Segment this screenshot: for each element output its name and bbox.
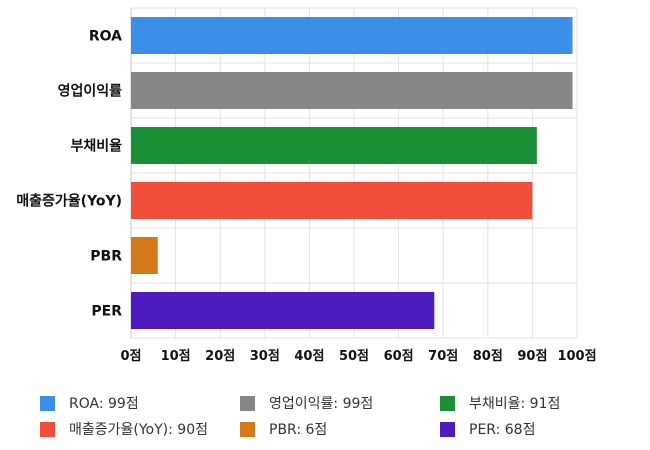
x-tick-label: 70점 [428, 349, 458, 364]
legend-label-per: PER: 68점 [469, 422, 536, 438]
legend-label-operating-margin: 영업이익률: 99점 [269, 396, 374, 412]
legend-swatch-roa [40, 395, 55, 411]
y-category-label: 부채비율 [70, 138, 122, 155]
legend-swatch-debt-ratio [440, 395, 455, 411]
x-tick-label: 60점 [384, 349, 414, 364]
bar [131, 292, 435, 329]
bar [131, 182, 533, 219]
x-tick-label: 100점 [557, 349, 596, 364]
x-tick-label: 0점 [120, 349, 141, 364]
legend-item-pbr: PBR: 6점 [240, 419, 440, 439]
legend-swatch-revenue-growth [40, 421, 55, 437]
legend-item-operating-margin: 영업이익률: 99점 [240, 393, 440, 413]
legend-label-revenue-growth: 매출증가율(YoY): 90점 [69, 422, 208, 438]
bar [131, 237, 158, 274]
legend-label-roa: ROA: 99점 [69, 396, 139, 412]
chart-legend: ROA: 99점 영업이익률: 99점 부채비율: 91점 매출증가율(YoY)… [40, 390, 640, 442]
legend-row: ROA: 99점 영업이익률: 99점 부채비율: 91점 [40, 390, 640, 416]
legend-label-debt-ratio: 부채비율: 91점 [469, 396, 561, 412]
x-tick-label: 80점 [473, 349, 503, 364]
legend-swatch-operating-margin [240, 395, 255, 411]
x-tick-label: 50점 [339, 349, 369, 364]
x-tick-label: 30점 [250, 349, 280, 364]
legend-swatch-pbr [240, 421, 255, 437]
x-tick-label: 90점 [517, 349, 547, 364]
legend-item-roa: ROA: 99점 [40, 393, 240, 413]
legend-swatch-per [440, 421, 455, 437]
legend-row: 매출증가율(YoY): 90점 PBR: 6점 PER: 68점 [40, 416, 640, 442]
legend-label-pbr: PBR: 6점 [269, 422, 328, 438]
legend-item-per: PER: 68점 [440, 419, 640, 439]
bar [131, 17, 573, 54]
chart-plot: 0점 10점 20점 30점 40점 50점 60점 70점 80점 90점 100점 ROA 영업이익… [16, 7, 597, 364]
y-category-label: PER [91, 304, 122, 320]
legend-item-debt-ratio: 부채비율: 91점 [440, 393, 640, 413]
x-tick-label: 40점 [294, 349, 324, 364]
y-category-label: PBR [90, 249, 122, 265]
bar [131, 127, 537, 164]
x-tick-label: 10점 [161, 349, 191, 364]
y-category-label: 매출증가율(YoY) [16, 193, 122, 210]
legend-item-revenue-growth: 매출증가율(YoY): 90점 [40, 419, 240, 439]
y-category-label: 영업이익률 [58, 83, 123, 100]
y-category-label: ROA [89, 29, 122, 45]
x-tick-label: 20점 [205, 349, 235, 364]
bar [131, 72, 573, 109]
